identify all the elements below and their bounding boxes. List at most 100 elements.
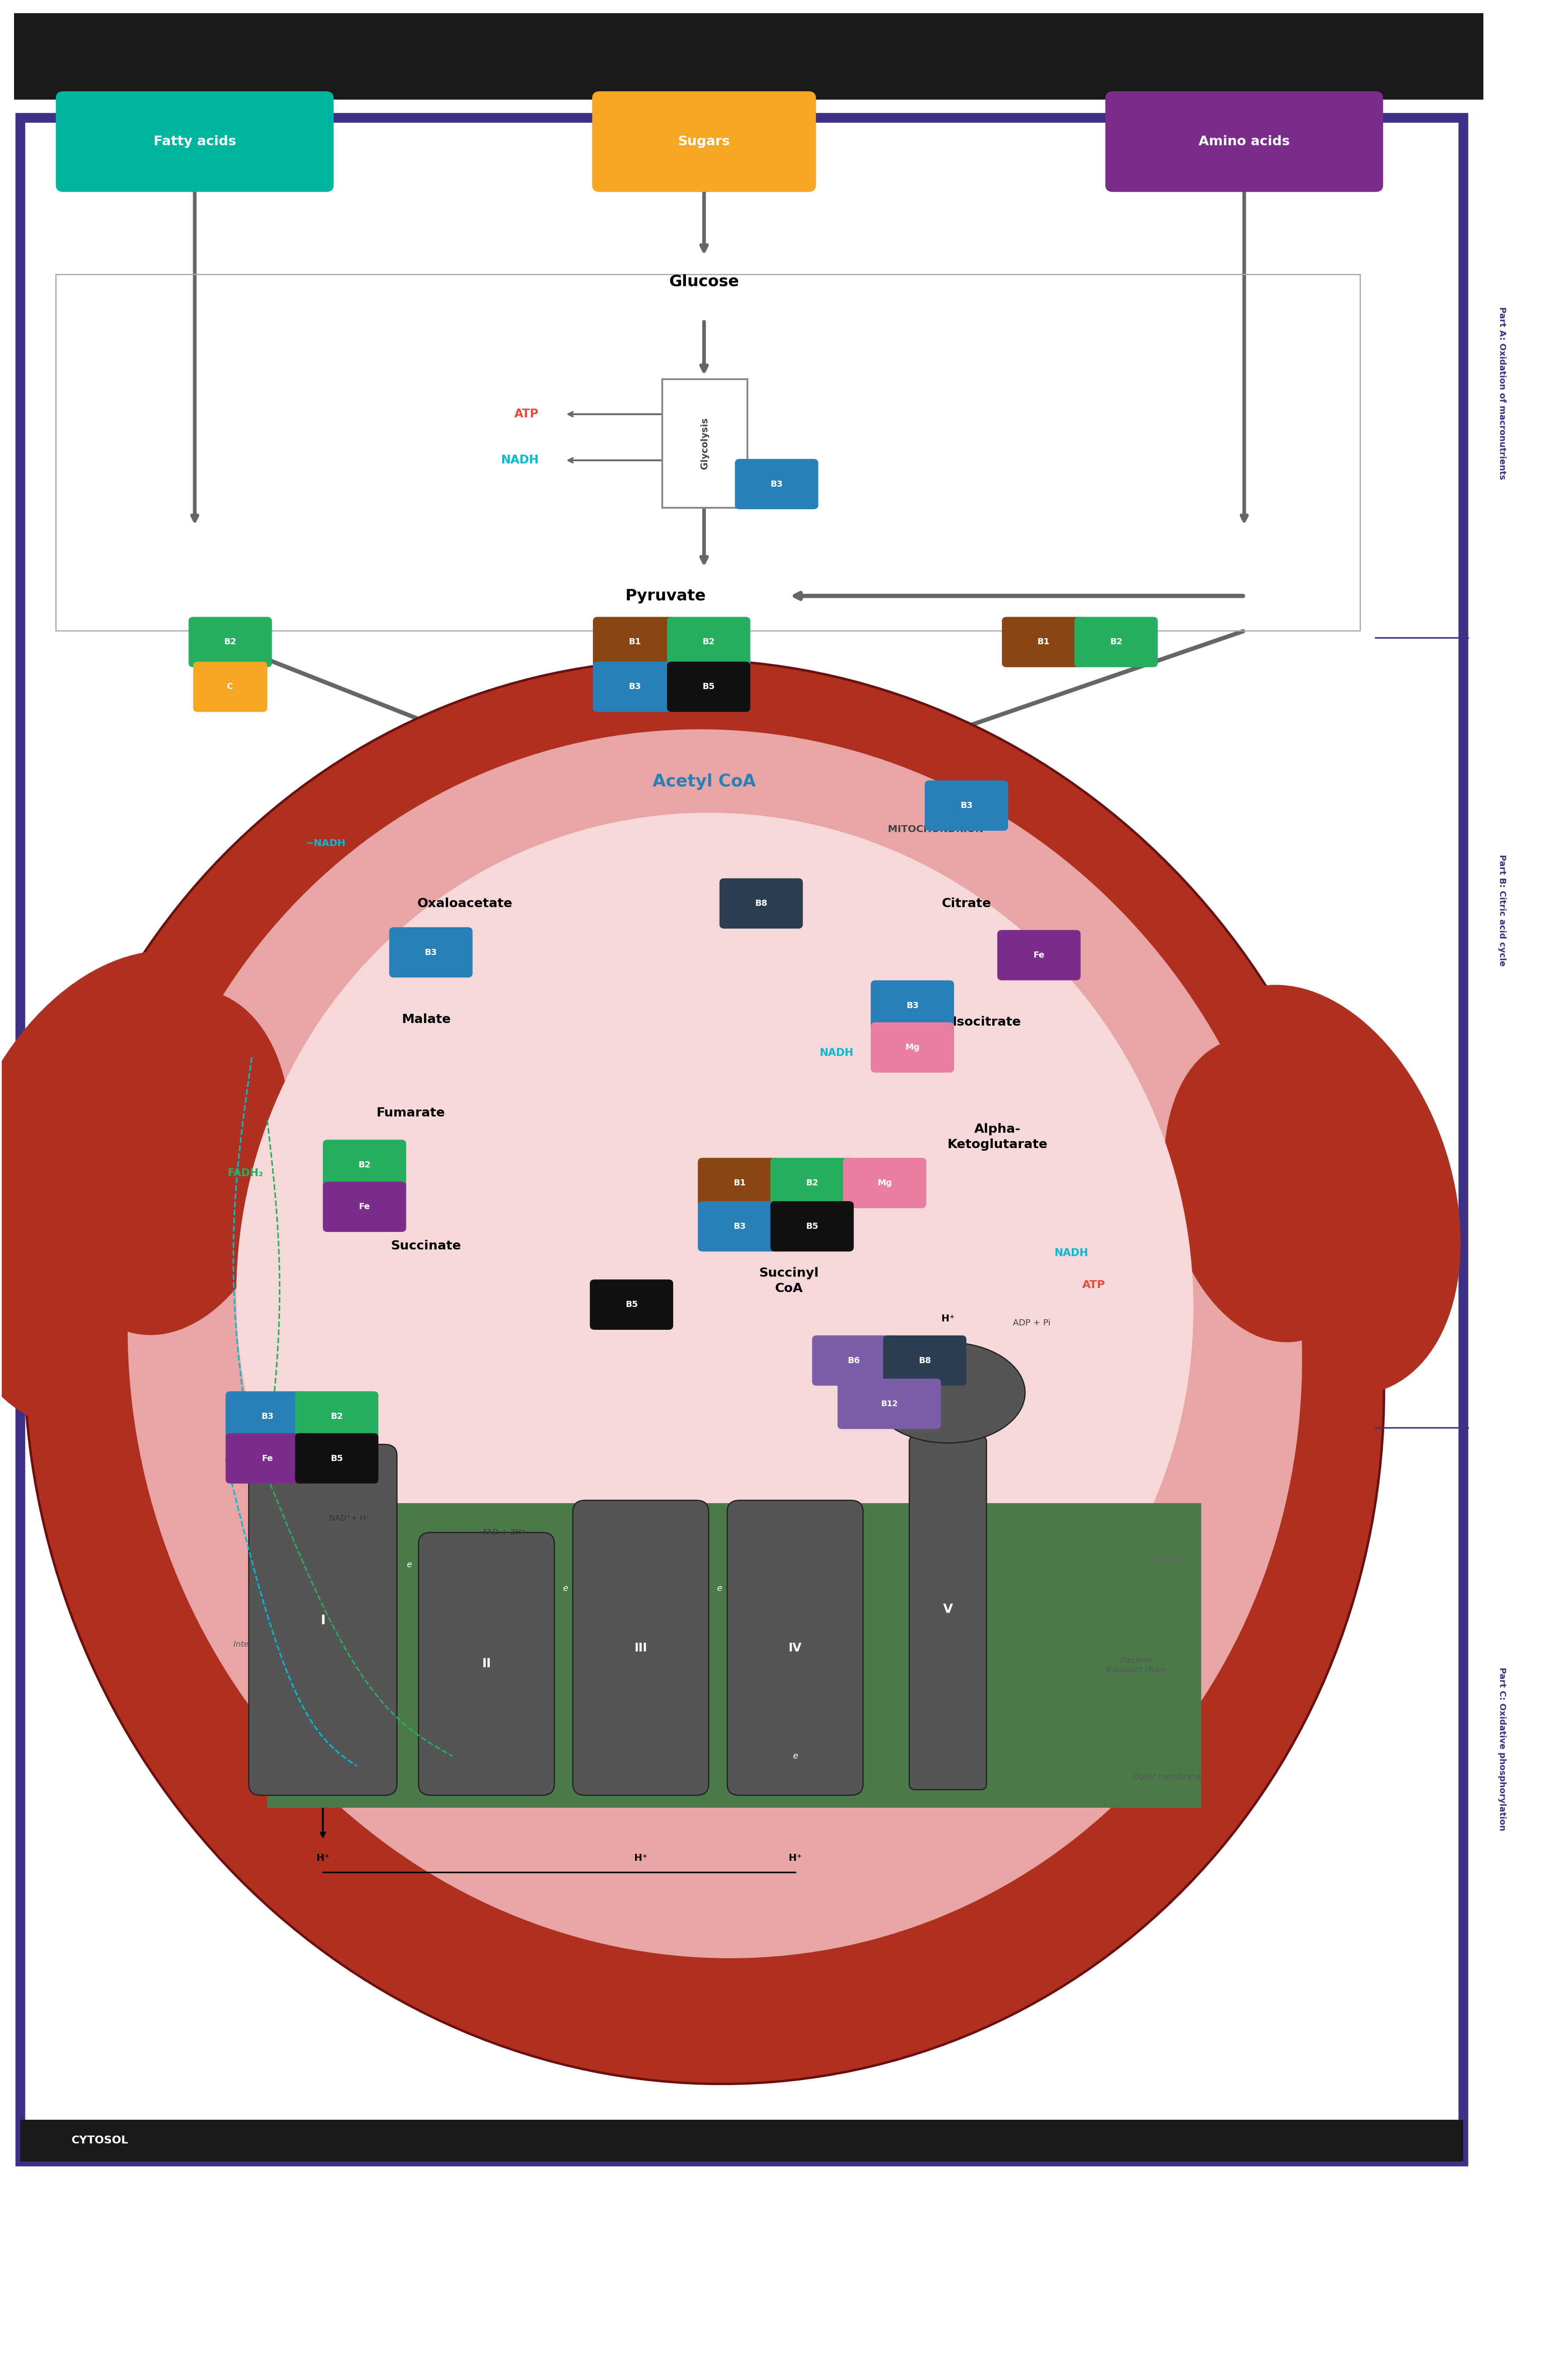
Ellipse shape [871,1342,1026,1442]
Text: NADH: NADH [820,1047,854,1059]
FancyBboxPatch shape [56,90,334,193]
Text: Matrix: Matrix [1151,1557,1182,1564]
Text: B3: B3 [961,802,973,809]
Text: Citrate: Citrate [942,897,992,909]
Text: Mg: Mg [877,1178,893,1188]
FancyBboxPatch shape [249,1445,398,1795]
Ellipse shape [25,659,1385,2085]
Text: H⁺: H⁺ [941,1314,954,1323]
FancyBboxPatch shape [719,878,803,928]
FancyBboxPatch shape [667,616,750,666]
Text: Isocitrate: Isocitrate [951,1016,1021,1028]
FancyBboxPatch shape [323,1140,407,1190]
FancyBboxPatch shape [14,12,1484,100]
Text: CYTOSOL: CYTOSOL [71,2135,128,2147]
FancyBboxPatch shape [698,1202,781,1252]
FancyBboxPatch shape [1002,616,1086,666]
Text: B2: B2 [359,1161,371,1169]
FancyBboxPatch shape [667,662,750,712]
FancyBboxPatch shape [812,1335,896,1385]
Text: B5: B5 [625,1299,637,1309]
Text: Electron
transport chain: Electron transport chain [1106,1656,1166,1673]
FancyBboxPatch shape [593,662,676,712]
FancyBboxPatch shape [770,1157,854,1209]
FancyBboxPatch shape [1105,90,1383,193]
FancyBboxPatch shape [295,1433,379,1483]
Text: Fe: Fe [359,1202,370,1211]
FancyBboxPatch shape [226,1433,309,1483]
Text: Mg: Mg [905,1042,920,1052]
Text: Fe: Fe [261,1454,272,1464]
Text: ATP: ATP [1083,1280,1105,1290]
Text: Oxaloacetate: Oxaloacetate [418,897,512,909]
Text: I: I [320,1614,325,1628]
FancyBboxPatch shape [593,90,815,193]
Text: II: II [483,1659,490,1671]
Text: Outer membrane: Outer membrane [1132,1773,1200,1780]
Text: H⁺: H⁺ [316,1854,330,1864]
Text: B5: B5 [702,683,715,690]
FancyBboxPatch shape [323,1180,407,1233]
Text: e: e [716,1585,722,1592]
Text: Part A: Oxidation of macronutrients: Part A: Oxidation of macronutrients [1497,307,1507,481]
Text: Succinate: Succinate [391,1240,461,1252]
FancyBboxPatch shape [843,1157,927,1209]
FancyBboxPatch shape [390,928,472,978]
Text: B2: B2 [331,1411,343,1421]
Ellipse shape [1165,1038,1371,1342]
Text: NAD⁺+ H⁺: NAD⁺+ H⁺ [330,1514,370,1523]
Text: Part B: Citric acid cycle: Part B: Citric acid cycle [1497,854,1507,966]
Text: Part C: Oxidative phosphorylation: Part C: Oxidative phosphorylation [1497,1668,1507,1830]
FancyBboxPatch shape [589,1280,673,1330]
Text: e: e [563,1585,568,1592]
FancyBboxPatch shape [268,1504,1200,1809]
Ellipse shape [1166,985,1460,1395]
FancyBboxPatch shape [698,1157,781,1209]
Text: Malate: Malate [402,1014,450,1026]
Text: B3: B3 [628,683,640,690]
Text: B2: B2 [702,638,715,647]
FancyBboxPatch shape [20,2121,1463,2161]
Text: ~NADH: ~NADH [306,838,347,847]
FancyBboxPatch shape [189,616,272,666]
FancyBboxPatch shape [572,1499,709,1795]
Text: B5: B5 [806,1223,818,1230]
Ellipse shape [127,728,1303,1959]
Text: ADP + Pi: ADP + Pi [1013,1319,1050,1328]
Text: B1: B1 [733,1178,746,1188]
FancyBboxPatch shape [770,1202,854,1252]
Ellipse shape [237,812,1193,1790]
Text: Succinyl
CoA: Succinyl CoA [760,1266,818,1295]
FancyBboxPatch shape [998,931,1081,981]
FancyBboxPatch shape [295,1392,379,1442]
Text: Fatty acids: Fatty acids [153,136,237,148]
Ellipse shape [0,950,303,1430]
Text: e: e [407,1561,412,1568]
Text: MITOCHONDRION: MITOCHONDRION [888,826,984,833]
FancyBboxPatch shape [883,1335,967,1385]
Text: B1: B1 [1038,638,1050,647]
FancyBboxPatch shape [735,459,818,509]
FancyBboxPatch shape [871,1023,954,1073]
Text: Amino acids: Amino acids [1199,136,1290,148]
Text: C: C [227,683,234,690]
FancyBboxPatch shape [593,616,676,666]
Text: Glycolysis: Glycolysis [701,419,709,469]
Text: B3: B3 [425,947,438,957]
Text: e: e [792,1752,798,1761]
Text: Acetyl CoA: Acetyl CoA [653,774,755,790]
Text: FADH₂: FADH₂ [227,1169,263,1178]
Text: Mitochondrial
membrane: Mitochondrial membrane [459,1709,514,1728]
Text: Glucose: Glucose [668,274,739,288]
Text: III: III [634,1642,647,1654]
Text: B2: B2 [224,638,237,647]
Text: ATP: ATP [515,409,538,419]
Text: FAD + 2H⁺: FAD + 2H⁺ [483,1528,526,1537]
Text: ►FADH₂: ►FADH₂ [252,1473,288,1480]
Text: IV: IV [789,1642,801,1654]
FancyBboxPatch shape [871,981,954,1031]
Text: Pyruvate: Pyruvate [625,588,705,605]
FancyBboxPatch shape [226,1392,309,1442]
Text: V: V [944,1604,953,1616]
Text: ►NADH: ►NADH [299,1440,333,1449]
